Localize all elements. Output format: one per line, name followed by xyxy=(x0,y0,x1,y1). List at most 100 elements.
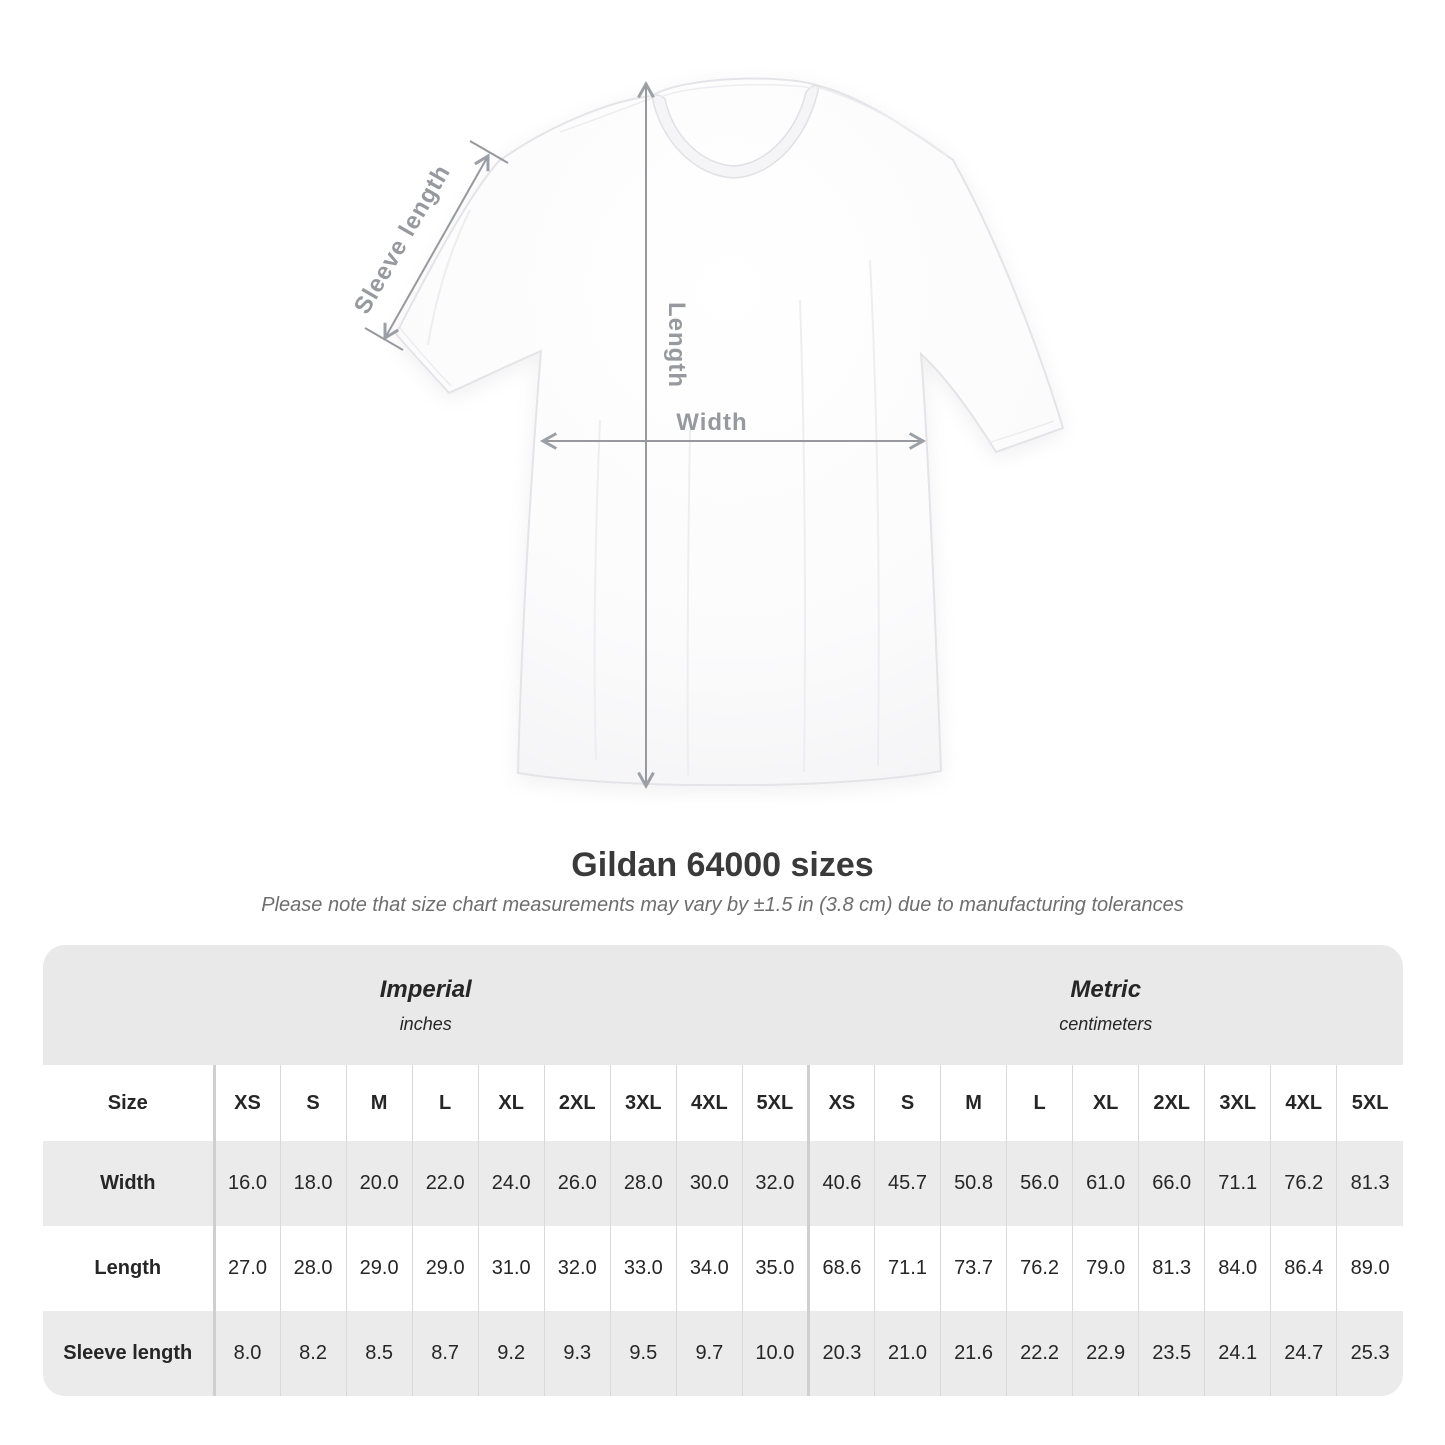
table-cell: 9.3 xyxy=(543,1311,611,1396)
table-cell: 45.7 xyxy=(873,1141,941,1226)
size-col-header: L xyxy=(411,1065,479,1141)
table-cell: 50.8 xyxy=(940,1141,1007,1226)
table-cell: 76.2 xyxy=(1006,1226,1073,1311)
table-cell: 30.0 xyxy=(675,1141,743,1226)
size-col-header: XS xyxy=(212,1065,281,1141)
metric-section-header: Metric centimeters xyxy=(808,945,1403,1065)
table-cell: 56.0 xyxy=(1006,1141,1073,1226)
table-cell: 29.0 xyxy=(411,1226,479,1311)
metric-unit: centimeters xyxy=(1059,1013,1153,1034)
size-col-header: 3XL xyxy=(1204,1065,1271,1141)
table-cell: 22.9 xyxy=(1072,1311,1139,1396)
table-cell: 21.0 xyxy=(873,1311,941,1396)
table-cell: 76.2 xyxy=(1270,1141,1337,1226)
table-cell: 8.5 xyxy=(345,1311,413,1396)
table-cell: 34.0 xyxy=(675,1226,743,1311)
table-cell: 32.0 xyxy=(543,1226,611,1311)
table-cell: 28.0 xyxy=(279,1226,347,1311)
length-row: Length 27.0 28.0 29.0 29.0 31.0 32.0 33.… xyxy=(43,1226,1403,1311)
sleeve-length-arrow xyxy=(383,153,490,341)
length-annotation: Length xyxy=(637,80,690,790)
size-col-header: XL xyxy=(477,1065,545,1141)
table-cell: 8.2 xyxy=(279,1311,347,1396)
table-cell: 8.0 xyxy=(212,1311,281,1396)
table-cell: 40.6 xyxy=(806,1141,875,1226)
table-cell: 71.1 xyxy=(873,1226,941,1311)
length-label: Length xyxy=(663,302,690,388)
size-chart-table: Imperial inches Metric centimeters Size … xyxy=(43,945,1403,1396)
table-cell: 86.4 xyxy=(1270,1226,1337,1311)
size-col-header: S xyxy=(873,1065,941,1141)
table-cell: 81.3 xyxy=(1336,1141,1403,1226)
tshirt-graphic: Sleeve length Length Width xyxy=(349,77,1065,790)
table-cell: 73.7 xyxy=(940,1226,1007,1311)
size-col-header: L xyxy=(1006,1065,1073,1141)
size-col-header: 2XL xyxy=(1138,1065,1205,1141)
table-cell: 20.3 xyxy=(806,1311,875,1396)
table-cell: 10.0 xyxy=(741,1311,809,1396)
table-cell: 27.0 xyxy=(212,1226,281,1311)
table-cell: 32.0 xyxy=(741,1141,809,1226)
size-header-row: Size XS S M L XL 2XL 3XL 4XL 5XL XS S M … xyxy=(43,1065,1403,1141)
table-cell: 25.3 xyxy=(1336,1311,1403,1396)
metric-label: Metric xyxy=(1070,975,1142,1003)
size-col-header: 4XL xyxy=(1270,1065,1337,1141)
size-col-header: M xyxy=(940,1065,1007,1141)
table-cell: 16.0 xyxy=(212,1141,281,1226)
tshirt-measurement-diagram: Sleeve length Length Width xyxy=(349,77,1065,790)
row-label: Size xyxy=(43,1065,214,1141)
table-cell: 81.3 xyxy=(1138,1226,1205,1311)
sleeve-length-tick-bottom xyxy=(364,327,404,351)
table-cell: 31.0 xyxy=(477,1226,545,1311)
table-cell: 61.0 xyxy=(1072,1141,1139,1226)
collar-inner-seam xyxy=(659,84,813,98)
row-label: Length xyxy=(43,1226,214,1311)
table-cell: 23.5 xyxy=(1138,1311,1205,1396)
table-cell: 24.1 xyxy=(1204,1311,1271,1396)
table-cell: 9.7 xyxy=(675,1311,743,1396)
table-cell: 33.0 xyxy=(609,1226,677,1311)
tshirt-collar xyxy=(651,84,820,179)
fabric-fold xyxy=(686,429,691,776)
table-cell: 26.0 xyxy=(543,1141,611,1226)
table-cell: 28.0 xyxy=(609,1141,677,1226)
table-cell: 8.7 xyxy=(411,1311,479,1396)
size-col-header: 5XL xyxy=(741,1065,809,1141)
table-cell: 20.0 xyxy=(345,1141,413,1226)
table-cell: 29.0 xyxy=(345,1226,413,1311)
size-col-header: M xyxy=(345,1065,413,1141)
size-col-header: 3XL xyxy=(609,1065,677,1141)
table-cell: 18.0 xyxy=(279,1141,347,1226)
table-cell: 35.0 xyxy=(741,1226,809,1311)
size-col-header: XS xyxy=(806,1065,875,1141)
width-row: Width 16.0 18.0 20.0 22.0 24.0 26.0 28.0… xyxy=(43,1141,1403,1226)
imperial-unit: inches xyxy=(399,1013,452,1034)
table-cell: 24.0 xyxy=(477,1141,545,1226)
size-col-header: 2XL xyxy=(543,1065,611,1141)
table-cell: 79.0 xyxy=(1072,1226,1139,1311)
size-col-header: XL xyxy=(1072,1065,1139,1141)
imperial-section-header: Imperial inches xyxy=(43,945,809,1065)
fabric-fold xyxy=(593,419,601,761)
tolerance-note: Please note that size chart measurements… xyxy=(261,894,1184,916)
table-cell: 22.2 xyxy=(1006,1311,1073,1396)
sleeve-length-tick-top xyxy=(469,140,509,164)
size-col-header: 5XL xyxy=(1336,1065,1403,1141)
sleeve-hem-right xyxy=(987,420,1055,444)
imperial-label: Imperial xyxy=(379,975,472,1003)
table-cell: 84.0 xyxy=(1204,1226,1271,1311)
table-cell: 89.0 xyxy=(1336,1226,1403,1311)
table-cell: 24.7 xyxy=(1270,1311,1337,1396)
table-cell: 22.0 xyxy=(411,1141,479,1226)
fabric-fold xyxy=(869,259,880,767)
table-cell: 68.6 xyxy=(806,1226,875,1311)
table-cell: 9.5 xyxy=(609,1311,677,1396)
table-cell: 66.0 xyxy=(1138,1141,1205,1226)
tshirt-body xyxy=(394,77,1065,787)
sleeve-length-row: Sleeve length 8.0 8.2 8.5 8.7 9.2 9.3 9.… xyxy=(43,1311,1403,1396)
page-title: Gildan 64000 sizes xyxy=(571,846,874,884)
row-label: Width xyxy=(43,1141,214,1226)
width-annotation: Width xyxy=(539,409,927,450)
row-label: Sleeve length xyxy=(43,1311,214,1396)
table-cell: 71.1 xyxy=(1204,1141,1271,1226)
